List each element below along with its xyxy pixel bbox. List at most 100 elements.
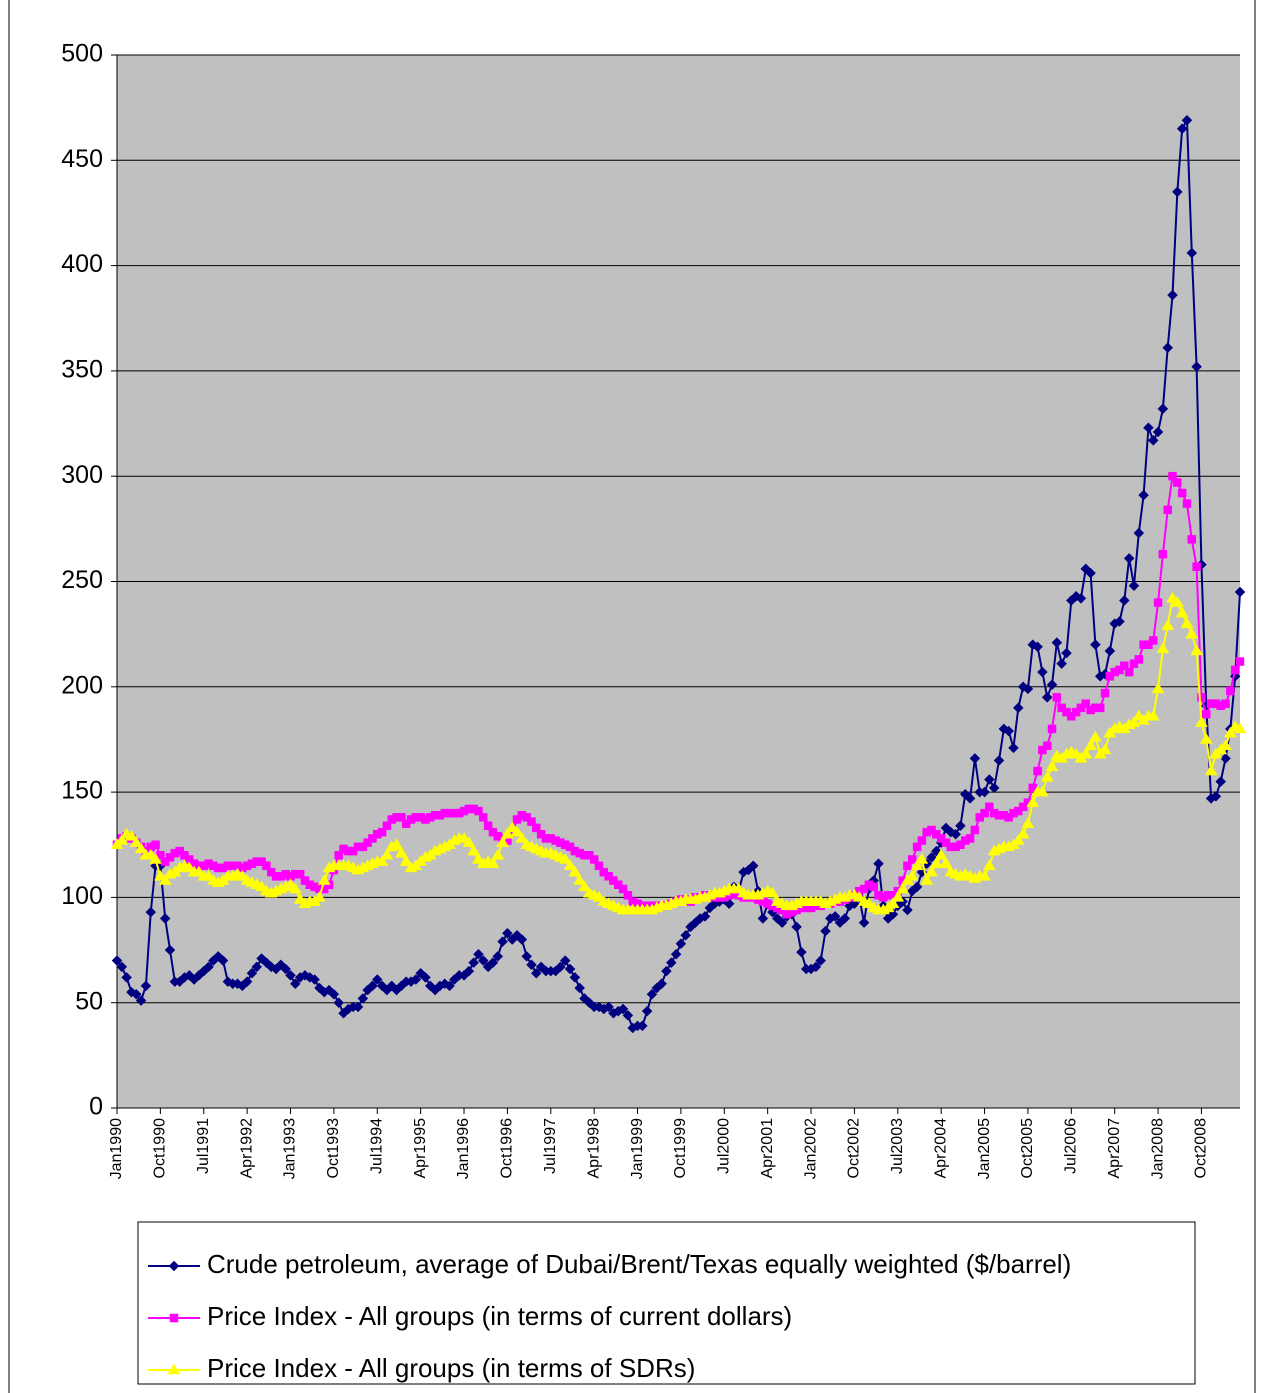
- data-point: [462, 836, 476, 847]
- data-point: [993, 755, 1005, 766]
- y-tick-label: 50: [75, 987, 103, 1015]
- data-point: [1158, 549, 1168, 559]
- legend-label: Crude petroleum, average of Dubai/Brent/…: [207, 1249, 1071, 1279]
- data-point: [982, 859, 996, 871]
- data-point: [1157, 403, 1169, 415]
- data-point: [910, 859, 924, 871]
- data-point: [579, 993, 590, 1004]
- data-point: [1037, 666, 1048, 678]
- data-point: [251, 961, 263, 973]
- data-point: [578, 880, 591, 892]
- y-tick-label: 500: [61, 40, 103, 68]
- data-point: [477, 955, 489, 966]
- data-point: [1175, 606, 1189, 618]
- data-point: [1163, 505, 1172, 515]
- data-point: [376, 980, 388, 992]
- data-point: [1152, 426, 1164, 438]
- x-tick-label: Jan1993: [282, 1118, 299, 1179]
- data-point: [1100, 688, 1110, 698]
- data-point: [1176, 123, 1188, 135]
- data-point: [929, 857, 943, 868]
- data-point: [815, 955, 827, 966]
- data-point: [905, 869, 919, 881]
- data-point: [285, 969, 296, 981]
- data-point: [1162, 342, 1174, 354]
- data-point: [1051, 637, 1063, 648]
- data-point: [129, 836, 143, 847]
- data-point: [394, 846, 408, 858]
- data-point: [111, 955, 123, 966]
- data-point: [1233, 722, 1247, 734]
- data-point: [328, 988, 340, 1000]
- data-point: [1186, 247, 1198, 259]
- x-tick-label: Apr2007: [1106, 1118, 1123, 1179]
- data-point: [665, 957, 677, 969]
- data-point: [670, 948, 682, 960]
- data-point: [1138, 489, 1149, 501]
- data-point: [558, 853, 572, 864]
- data-point: [1181, 114, 1193, 126]
- data-point: [1234, 586, 1246, 598]
- data-point: [1192, 562, 1201, 572]
- x-tick-label: Jan2005: [976, 1118, 993, 1179]
- data-point: [978, 869, 991, 881]
- data-point: [950, 828, 961, 840]
- data-point: [217, 955, 229, 966]
- data-point: [636, 1020, 648, 1032]
- data-point: [1080, 563, 1092, 575]
- data-point: [1021, 817, 1035, 828]
- data-point: [1040, 770, 1054, 782]
- data-point: [1194, 716, 1208, 727]
- y-tick-label: 300: [61, 461, 103, 489]
- data-point: [134, 842, 148, 854]
- data-point: [646, 988, 658, 1000]
- data-point: [915, 853, 929, 864]
- data-point: [487, 957, 499, 969]
- data-point: [1148, 636, 1158, 645]
- data-point: [1118, 595, 1130, 606]
- data-point: [164, 944, 176, 956]
- data-point: [869, 882, 878, 892]
- data-point: [969, 753, 981, 764]
- data-point: [317, 874, 331, 885]
- x-tick-label: Jul1991: [195, 1118, 212, 1174]
- data-point: [1012, 702, 1024, 714]
- x-tick-label: Apr2004: [932, 1118, 949, 1179]
- data-point: [1033, 766, 1042, 776]
- x-tick-label: Apr1998: [585, 1118, 602, 1179]
- data-point: [526, 959, 537, 971]
- data-point: [530, 967, 542, 979]
- data-point: [1215, 776, 1227, 787]
- data-point: [1171, 186, 1183, 198]
- data-point: [829, 911, 841, 922]
- data-point: [1098, 743, 1112, 755]
- data-point: [497, 936, 508, 947]
- data-point: [357, 993, 369, 1004]
- data-point: [1187, 535, 1197, 544]
- data-point: [1210, 790, 1222, 802]
- data-point: [1180, 617, 1194, 628]
- data-point: [1230, 665, 1240, 675]
- data-point: [1235, 657, 1245, 666]
- data-point: [939, 857, 953, 868]
- data-point: [766, 886, 779, 898]
- data-point: [500, 827, 514, 839]
- data-point: [656, 978, 667, 990]
- x-tick-label: Oct1996: [499, 1118, 516, 1179]
- data-point: [444, 980, 455, 992]
- data-point: [1052, 693, 1062, 702]
- x-tick-label: Jan1996: [455, 1118, 472, 1179]
- data-point: [420, 972, 431, 983]
- data-point: [776, 917, 788, 929]
- data-point: [1156, 642, 1170, 654]
- data-point: [1056, 658, 1068, 669]
- data-point: [516, 934, 528, 945]
- data-point: [979, 786, 990, 798]
- data-point: [463, 965, 475, 977]
- data-point: [1088, 730, 1102, 742]
- data-point: [1075, 592, 1087, 604]
- legend-marker: [168, 1260, 180, 1272]
- data-point: [246, 967, 258, 979]
- data-point: [1221, 699, 1230, 708]
- data-point: [280, 963, 292, 975]
